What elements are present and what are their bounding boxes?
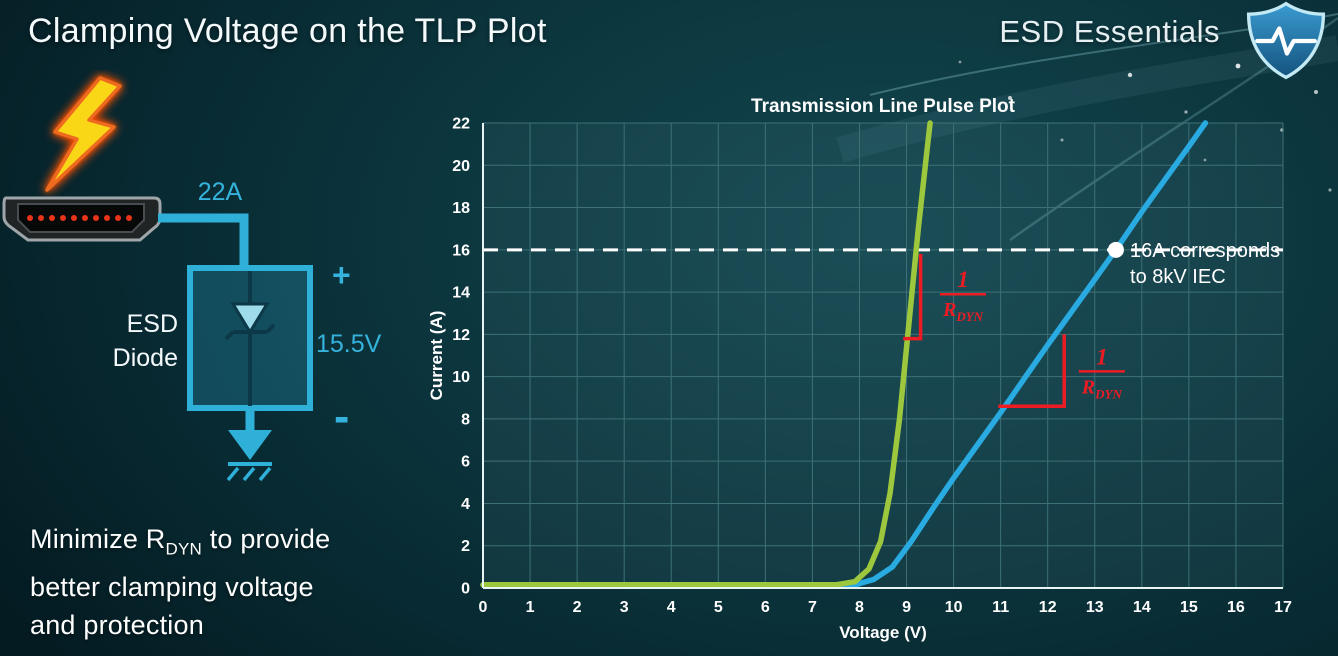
y-tick-label: 18 bbox=[452, 200, 470, 217]
note-line-3: and protection bbox=[30, 610, 204, 641]
clamp-voltage-label: 15.5V bbox=[316, 330, 382, 358]
zener-diode-symbol bbox=[224, 271, 276, 406]
device-label-line1: ESD bbox=[127, 310, 178, 338]
hdmi-connector-icon bbox=[2, 196, 162, 242]
y-tick-label: 20 bbox=[452, 158, 470, 175]
y-tick-label: 2 bbox=[461, 538, 470, 555]
x-tick-label: 13 bbox=[1086, 599, 1104, 616]
brand-title: ESD Essentials bbox=[999, 14, 1220, 49]
tlp-chart: 0 1 2 3 4 5 6 7 8 9 10 11 12 13 14 15 16 1702468101214161… bbox=[427, 96, 1292, 642]
rdyn-slope-bracket bbox=[998, 334, 1066, 408]
pulse-icon bbox=[1255, 26, 1317, 56]
takeaway-note: Minimize RDYN to provide better clamping… bbox=[30, 520, 460, 644]
x-tick-label: 0 bbox=[479, 599, 488, 616]
x-tick-label: 9 bbox=[902, 599, 911, 616]
x-tick-label: 5 bbox=[714, 599, 723, 616]
y-tick-label: 16 bbox=[452, 242, 470, 259]
y-tick-label: 14 bbox=[452, 285, 470, 302]
y-tick-label: 0 bbox=[461, 581, 470, 598]
rdyn-fraction-numerator: 1 bbox=[1096, 344, 1108, 369]
rdyn-fraction-denominator: RDYN bbox=[1081, 376, 1123, 401]
tlp-curve-blue bbox=[480, 120, 1209, 588]
x-tick-label: 12 bbox=[1039, 599, 1057, 616]
iec-marker-dot bbox=[1107, 241, 1124, 258]
connector-pins bbox=[27, 215, 132, 221]
x-tick-label: 7 bbox=[808, 599, 817, 616]
tlp-curve-green bbox=[480, 120, 933, 588]
y-tick-label: 22 bbox=[452, 116, 470, 133]
polarity-minus-label: - bbox=[334, 390, 349, 442]
iec-marker-label: to 8kV IEC bbox=[1130, 266, 1226, 288]
note-line-2: better clamping voltage bbox=[30, 572, 314, 603]
x-tick-label: 6 bbox=[761, 599, 770, 616]
x-tick-label: 16 bbox=[1227, 599, 1245, 616]
y-tick-label: 8 bbox=[461, 411, 470, 428]
y-tick-label: 12 bbox=[452, 327, 470, 344]
surge-wire bbox=[158, 213, 249, 270]
rdyn-slope-bracket bbox=[903, 254, 923, 341]
connector-face bbox=[17, 203, 145, 233]
x-tick-label: 11 bbox=[992, 599, 1009, 616]
y-tick-label: 6 bbox=[461, 454, 470, 471]
rdyn-fraction-numerator: 1 bbox=[957, 267, 969, 292]
x-tick-label: 4 bbox=[667, 599, 676, 616]
y-tick-label: 4 bbox=[461, 496, 470, 513]
note-sub: DYN bbox=[165, 539, 203, 559]
surge-current-label: 22A bbox=[198, 178, 243, 206]
x-tick-label: 17 bbox=[1274, 599, 1292, 616]
chart-xlabel: Voltage (V) bbox=[839, 623, 927, 642]
x-tick-label: 1 bbox=[526, 599, 535, 616]
iec-marker-label: 16A corresponds bbox=[1130, 240, 1280, 262]
rdyn-fraction-denominator: RDYN bbox=[942, 299, 984, 324]
esd-circuit-diagram: 22A ESD Diode + 15.5V - bbox=[2, 76, 382, 482]
x-tick-label: 3 bbox=[620, 599, 629, 616]
device-label-line2: Diode bbox=[113, 344, 178, 372]
note-post: to provide bbox=[202, 524, 331, 554]
x-tick-label: 10 bbox=[945, 599, 963, 616]
x-tick-label: 2 bbox=[573, 599, 582, 616]
slide-title: Clamping Voltage on the TLP Plot bbox=[28, 12, 547, 50]
note-line-1: Minimize RDYN to provide bbox=[30, 520, 460, 568]
x-tick-label: 15 bbox=[1180, 599, 1198, 616]
ground-symbol bbox=[226, 408, 272, 482]
lightning-bolt-icon bbox=[45, 76, 122, 192]
chart-title: Transmission Line Pulse Plot bbox=[751, 96, 1016, 117]
x-tick-label: 14 bbox=[1133, 599, 1151, 616]
shield-logo bbox=[1246, 1, 1326, 80]
polarity-plus-label: + bbox=[332, 257, 351, 293]
shield-shape bbox=[1246, 1, 1326, 80]
chart-ylabel: Current (A) bbox=[427, 311, 446, 401]
y-tick-label: 10 bbox=[452, 369, 470, 386]
x-tick-label: 8 bbox=[855, 599, 864, 616]
note-pre: Minimize R bbox=[30, 524, 166, 554]
